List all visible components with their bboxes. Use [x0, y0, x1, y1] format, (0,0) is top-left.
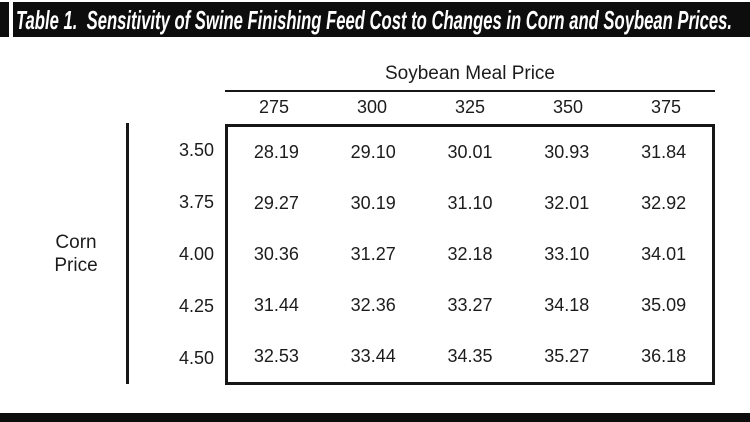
- table-cell: 35.09: [641, 295, 687, 315]
- column-header: 300: [356, 97, 388, 117]
- title-svg: Table 1. Sensitivity of Swine Finishing …: [16, 5, 732, 35]
- table-cell: 30.93: [544, 142, 590, 162]
- column-header: 375: [650, 97, 682, 117]
- row-header: 4.00: [178, 244, 214, 264]
- figure-title: Table 1. Sensitivity of Swine Finishing …: [16, 5, 732, 35]
- row-group-label: Corn Price: [28, 231, 124, 277]
- column-header: 275: [258, 97, 290, 117]
- row-header: 3.50: [178, 140, 214, 160]
- table-cell: 34.01: [641, 244, 687, 264]
- title-bar: Table 1. Sensitivity of Swine Finishing …: [0, 2, 750, 37]
- data-grid: 28.19 29.10 30.01 30.93 31.84 29.27 30.19 31.10…: [225, 124, 715, 385]
- table-cell: 33.44: [350, 346, 396, 366]
- table-cell: 30.01: [447, 142, 493, 162]
- table-cell: 29.27: [253, 193, 299, 213]
- table-cell: 32.92: [641, 193, 687, 213]
- row-group-label-line: Corn: [55, 232, 97, 253]
- table-cell: 32.36: [350, 295, 396, 315]
- table-cell: 36.18: [641, 346, 687, 366]
- table-cell: 31.10: [447, 193, 493, 213]
- table-cell: 32.53: [253, 346, 299, 366]
- title-bar-notch: [9, 2, 13, 37]
- table-cell: 30.36: [253, 244, 299, 264]
- column-group-rule: [225, 90, 715, 92]
- table-cell: 30.19: [350, 193, 396, 213]
- table-cell: 28.19: [253, 142, 299, 162]
- table-cell: 31.44: [253, 295, 299, 315]
- row-headers: 3.50 3.75 4.00 4.25 4.50: [128, 124, 218, 384]
- table-cell: 29.10: [350, 142, 396, 162]
- table-cell: 34.18: [544, 295, 590, 315]
- row-header: 4.25: [178, 296, 214, 316]
- table-cell: 35.27: [544, 346, 590, 366]
- table-cell: 33.10: [544, 244, 590, 264]
- table-cell: 34.35: [447, 346, 493, 366]
- row-header: 3.75: [178, 192, 214, 212]
- table-cell: 31.27: [350, 244, 396, 264]
- table-cell: 31.84: [641, 142, 687, 162]
- table-cell: 33.27: [447, 295, 493, 315]
- row-group-rule: [126, 123, 129, 384]
- column-header: 325: [454, 97, 486, 117]
- column-header: 350: [552, 97, 584, 117]
- column-headers: 275 300 325 350 375: [225, 95, 715, 119]
- column-group-label: Soybean Meal Price: [384, 63, 556, 84]
- row-header: 4.50: [178, 348, 214, 368]
- table-cell: 32.01: [544, 193, 590, 213]
- row-group-label-line: Price: [54, 255, 98, 276]
- bottom-rule: [0, 413, 750, 422]
- table-cell: 32.18: [447, 244, 493, 264]
